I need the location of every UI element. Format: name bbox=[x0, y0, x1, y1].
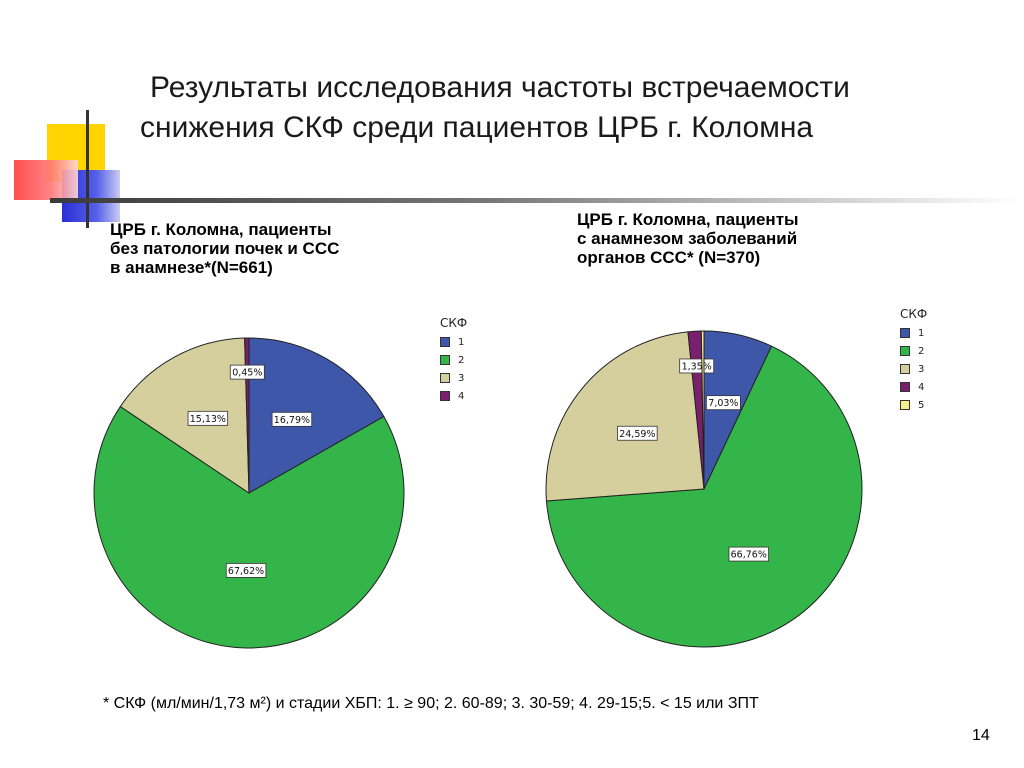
title-line-2: снижения СКФ среди пациентов ЦРБ г. Коло… bbox=[140, 111, 814, 144]
legend-item-3: 3 bbox=[440, 369, 467, 387]
chart2-data-label-1: 7,03% bbox=[705, 395, 741, 411]
legend-label: 5 bbox=[918, 399, 925, 411]
legend-label: 4 bbox=[458, 390, 465, 402]
chart2-data-label-3: 24,59% bbox=[617, 425, 658, 441]
legend-swatch bbox=[440, 355, 450, 365]
legend-label: 2 bbox=[918, 345, 925, 357]
chart2-slice-5 bbox=[700, 330, 705, 490]
data-label-text: 7,03% bbox=[708, 398, 738, 409]
data-label-text: 67,62% bbox=[228, 566, 264, 577]
legend-label: 3 bbox=[458, 372, 465, 384]
decor-red-square bbox=[14, 160, 78, 200]
legend-item-3: 3 bbox=[900, 360, 927, 378]
title-divider bbox=[50, 198, 1020, 203]
chart2-data-label-2: 66,76% bbox=[728, 546, 769, 562]
chart2-data-label-4: 1,35% bbox=[679, 358, 715, 374]
chart2-title-line: органов ССС* (N=370) bbox=[577, 248, 761, 267]
footnote: * СКФ (мл/мин/1,73 м²) и стадии ХБП: 1. … bbox=[103, 695, 759, 712]
data-label-text: 24,59% bbox=[619, 429, 655, 440]
chart1-title-line: ЦРБ г. Коломна, пациенты bbox=[110, 220, 332, 239]
chart1-title: ЦРБ г. Коломна, пациенты без патологии п… bbox=[110, 220, 339, 277]
data-label-text: 0,45% bbox=[232, 368, 262, 379]
chart1-title-line: без патологии почек и ССС bbox=[110, 239, 340, 258]
decor-vertical-line bbox=[86, 110, 89, 228]
data-label-text: 66,76% bbox=[731, 550, 767, 561]
data-label-text: 1,35% bbox=[682, 361, 712, 372]
page-number: 14 bbox=[972, 727, 990, 744]
legend-item-4: 4 bbox=[900, 378, 927, 396]
legend-item-4: 4 bbox=[440, 387, 467, 405]
chart2-slice-2 bbox=[545, 345, 863, 648]
legend-swatch bbox=[440, 391, 450, 401]
chart2-slice-3 bbox=[545, 331, 705, 502]
legend-title: СКФ bbox=[900, 307, 928, 321]
legend-title: СКФ bbox=[440, 316, 468, 330]
chart1-data-label-4: 0,45% bbox=[229, 364, 265, 380]
chart2-title: ЦРБ г. Коломна, пациенты с анамнезом заб… bbox=[577, 210, 799, 267]
chart1-slice-1 bbox=[248, 337, 385, 494]
chart1-data-label-1: 16,79% bbox=[271, 411, 313, 427]
legend-swatch bbox=[900, 382, 910, 392]
legend-label: 1 bbox=[918, 327, 925, 339]
legend-label: 3 bbox=[918, 363, 925, 375]
legend-item-1: 1 bbox=[900, 324, 927, 342]
data-label-text: 15,13% bbox=[190, 414, 226, 425]
data-label-text: 16,79% bbox=[274, 415, 310, 426]
legend-swatch bbox=[440, 337, 450, 347]
chart2-title-line: ЦРБ г. Коломна, пациенты bbox=[577, 210, 799, 229]
chart1-data-label-3: 15,13% bbox=[187, 410, 229, 426]
chart2-title-line: с анамнезом заболеваний bbox=[577, 229, 798, 248]
legend-item-2: 2 bbox=[440, 351, 467, 369]
legend-item-2: 2 bbox=[900, 342, 927, 360]
legend-swatch bbox=[440, 373, 450, 383]
chart1-data-label-2: 67,62% bbox=[225, 563, 267, 578]
legend-label: 4 bbox=[918, 381, 925, 393]
page-title: Результаты исследования частоты встречае… bbox=[140, 68, 990, 148]
legend-swatch bbox=[900, 328, 910, 338]
chart1-slice-3 bbox=[119, 337, 250, 494]
legend-item-1: 1 bbox=[440, 333, 467, 351]
title-line-1: Результаты исследования частоты встречае… bbox=[150, 71, 850, 104]
chart1-title-line: в анамнезе*(N=661) bbox=[110, 258, 273, 277]
chart1-legend: СКФ 1 2 3 4 bbox=[440, 316, 467, 405]
legend-item-5: 5 bbox=[900, 396, 927, 414]
legend-swatch bbox=[900, 364, 910, 374]
legend-label: 2 bbox=[458, 354, 465, 366]
legend-swatch bbox=[900, 346, 910, 356]
legend-swatch bbox=[900, 400, 910, 410]
chart1-slice-2 bbox=[93, 405, 405, 649]
legend-label: 1 bbox=[458, 336, 465, 348]
chart2-legend: СКФ 1 2 3 4 5 bbox=[900, 307, 927, 414]
